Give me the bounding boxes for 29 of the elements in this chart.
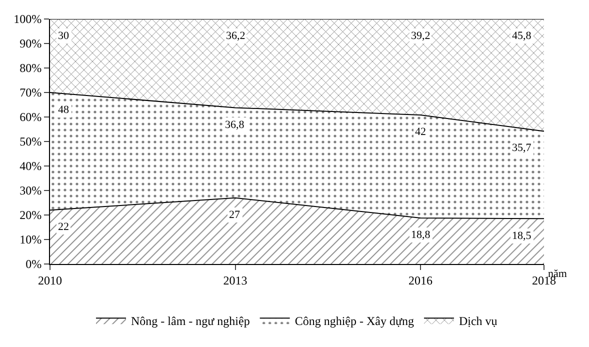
data-label: 36,8: [225, 119, 245, 131]
y-tick-label: 20%: [20, 208, 42, 222]
y-tick-label: 10%: [20, 232, 42, 247]
legend-label: Dịch vụ: [458, 314, 498, 328]
x-tick-label: 2010: [38, 273, 62, 288]
data-label: 45,8: [512, 30, 532, 42]
data-label: 48: [58, 104, 70, 116]
y-tick-label: 40%: [20, 159, 42, 174]
data-label: 22: [58, 221, 69, 233]
data-label: 39,2: [411, 30, 430, 42]
data-label: 36,2: [226, 30, 246, 42]
y-tick-label: 90%: [20, 36, 42, 51]
data-label: 35,7: [512, 142, 532, 154]
legend-label: Công nghiệp - Xây dựng: [294, 314, 414, 328]
y-tick-label: 50%: [20, 134, 42, 149]
data-label: 18,8: [411, 229, 431, 241]
y-tick-label: 100%: [14, 12, 42, 26]
x-tick-label: 2016: [408, 273, 432, 288]
data-label: 42: [415, 126, 426, 138]
y-tick-label: 0%: [26, 257, 42, 272]
legend-label: Nông - lâm - ngư nghiệp: [131, 314, 250, 328]
data-label: 27: [229, 209, 240, 221]
data-label: 30: [58, 30, 70, 42]
y-tick-label: 60%: [20, 110, 42, 124]
y-tick-label: 70%: [20, 86, 42, 100]
y-tick-label: 30%: [20, 184, 42, 198]
data-label: 18,5: [512, 230, 532, 242]
y-tick-label: 80%: [20, 61, 42, 76]
x-tick-label: 2013: [223, 273, 248, 288]
